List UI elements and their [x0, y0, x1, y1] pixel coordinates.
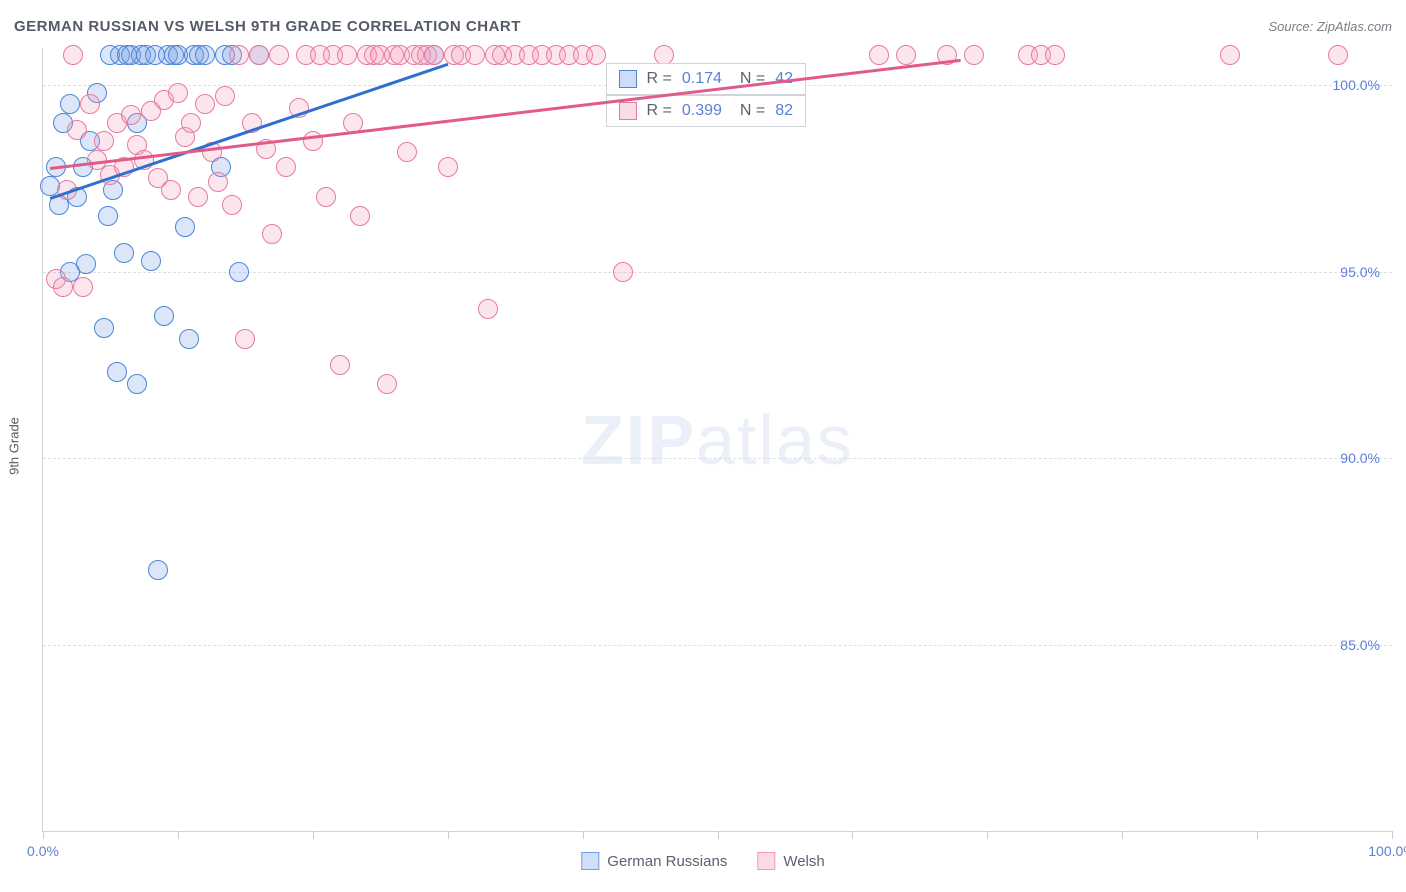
scatter-point: [438, 157, 458, 177]
scatter-point: [127, 374, 147, 394]
scatter-point: [1328, 45, 1348, 65]
y-tick-label: 85.0%: [1340, 637, 1380, 653]
x-tick-label: 0.0%: [27, 843, 59, 859]
scatter-point: [53, 277, 73, 297]
trend-line: [49, 63, 448, 200]
stat-r-label: R =: [647, 102, 672, 120]
scatter-point: [869, 45, 889, 65]
scatter-point: [330, 355, 350, 375]
scatter-point: [337, 45, 357, 65]
x-tick: [448, 831, 449, 839]
scatter-point: [229, 45, 249, 65]
scatter-point: [1220, 45, 1240, 65]
x-tick: [1392, 831, 1393, 839]
scatter-point: [195, 94, 215, 114]
stat-r-label: R =: [647, 70, 672, 88]
scatter-point: [276, 157, 296, 177]
scatter-point: [114, 243, 134, 263]
stat-r-value: 0.399: [682, 102, 722, 120]
source-label: Source: ZipAtlas.com: [1268, 19, 1392, 34]
legend-label: Welsh: [783, 853, 824, 870]
scatter-point: [181, 113, 201, 133]
scatter-point: [63, 45, 83, 65]
scatter-point: [1045, 45, 1065, 65]
scatter-point: [208, 172, 228, 192]
watermark: ZIPatlas: [581, 400, 854, 480]
scatter-point: [586, 45, 606, 65]
scatter-point: [249, 45, 269, 65]
stat-swatch: [619, 70, 637, 88]
stat-n-label: N =: [740, 102, 765, 120]
scatter-point: [80, 94, 100, 114]
scatter-point: [269, 45, 289, 65]
legend-swatch: [581, 852, 599, 870]
chart-title: GERMAN RUSSIAN VS WELSH 9TH GRADE CORREL…: [14, 18, 521, 35]
stat-swatch: [619, 102, 637, 120]
scatter-point: [195, 45, 215, 65]
scatter-point: [222, 195, 242, 215]
bottom-legend: German Russians Welsh: [581, 852, 824, 870]
x-tick: [178, 831, 179, 839]
x-tick: [583, 831, 584, 839]
scatter-point: [76, 254, 96, 274]
legend-label: German Russians: [607, 853, 727, 870]
scatter-point: [397, 142, 417, 162]
scatter-point: [377, 374, 397, 394]
scatter-point: [67, 120, 87, 140]
scatter-point: [478, 299, 498, 319]
x-tick: [43, 831, 44, 839]
scatter-point: [465, 45, 485, 65]
x-tick: [718, 831, 719, 839]
scatter-point: [73, 277, 93, 297]
legend-item: German Russians: [581, 852, 727, 870]
scatter-point: [60, 94, 80, 114]
legend-item: Welsh: [757, 852, 824, 870]
x-tick: [1122, 831, 1123, 839]
scatter-point: [98, 206, 118, 226]
legend-swatch: [757, 852, 775, 870]
scatter-point: [94, 318, 114, 338]
scatter-point: [262, 224, 282, 244]
scatter-point: [896, 45, 916, 65]
x-tick: [313, 831, 314, 839]
scatter-point: [179, 329, 199, 349]
scatter-point: [215, 86, 235, 106]
scatter-point: [316, 187, 336, 207]
scatter-point: [154, 306, 174, 326]
scatter-point: [235, 329, 255, 349]
scatter-point: [94, 131, 114, 151]
scatter-point: [350, 206, 370, 226]
scatter-point: [168, 83, 188, 103]
x-tick: [987, 831, 988, 839]
grid-line-h: [43, 458, 1392, 459]
y-axis-title: 9th Grade: [7, 417, 22, 475]
watermark-rest: atlas: [696, 401, 854, 479]
scatter-point: [188, 187, 208, 207]
scatter-point: [229, 262, 249, 282]
scatter-point: [964, 45, 984, 65]
x-tick-label: 100.0%: [1368, 843, 1406, 859]
stat-n-value: 82: [775, 102, 793, 120]
y-tick-label: 90.0%: [1340, 450, 1380, 466]
scatter-point: [161, 180, 181, 200]
scatter-point: [613, 262, 633, 282]
stat-r-value: 0.174: [682, 70, 722, 88]
plot-area: ZIPatlas 85.0%90.0%95.0%100.0%0.0%100.0%…: [42, 48, 1392, 832]
scatter-point: [148, 560, 168, 580]
scatter-point: [175, 217, 195, 237]
scatter-point: [107, 362, 127, 382]
scatter-point: [141, 251, 161, 271]
x-tick: [1257, 831, 1258, 839]
watermark-bold: ZIP: [581, 401, 696, 479]
grid-line-h: [43, 645, 1392, 646]
x-tick: [852, 831, 853, 839]
scatter-point: [121, 105, 141, 125]
scatter-point: [424, 45, 444, 65]
y-tick-label: 100.0%: [1333, 77, 1380, 93]
y-tick-label: 95.0%: [1340, 264, 1380, 280]
